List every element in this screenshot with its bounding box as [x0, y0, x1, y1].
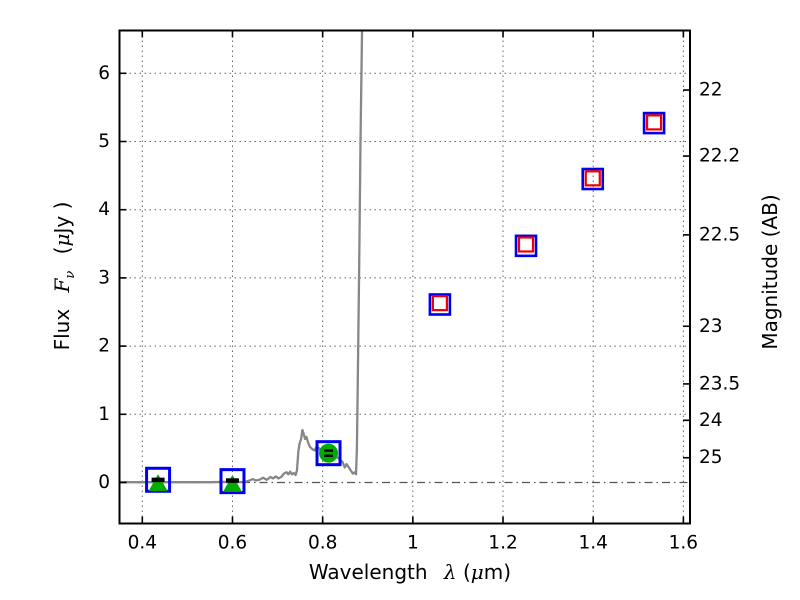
- plot-area: [119, 30, 690, 524]
- model-point-square: [517, 236, 535, 253]
- x-axis-label: Wavelength λ (μm): [150, 560, 670, 584]
- upper-limit-triangle: [222, 474, 242, 492]
- model-point-square: [431, 295, 448, 312]
- error-bar: [151, 477, 165, 483]
- y-tick-label-flux: 5: [98, 131, 110, 152]
- observed-point-square: [219, 468, 246, 495]
- flux-word: Flux: [50, 308, 74, 351]
- model-point-square: [584, 170, 601, 187]
- y-tick-label-flux: 6: [98, 63, 110, 84]
- observed-point-square: [642, 111, 666, 135]
- flux-mu-symbol: μ: [50, 233, 74, 247]
- x-axis-label-word: Wavelength: [308, 560, 428, 584]
- observed-point-square: [428, 293, 452, 316]
- flux-unit-open: (: [50, 246, 74, 255]
- observed-point-square: [145, 466, 172, 493]
- y-tick-label-magnitude: 23: [699, 316, 723, 337]
- upper-limit-triangle: [148, 474, 168, 492]
- x-tick-label: 1.4: [578, 533, 607, 554]
- y-tick-label-magnitude: 24: [699, 410, 723, 431]
- mu-symbol: μ: [470, 560, 484, 584]
- y-tick-label-magnitude: 23.5: [699, 373, 740, 394]
- x-tick-label: 1: [407, 533, 419, 554]
- y-tick-label-magnitude: 22: [699, 80, 723, 101]
- flux-symbol: F: [50, 278, 74, 293]
- x-tick-label: 0.4: [128, 533, 157, 554]
- model-point-square: [645, 114, 663, 131]
- x-tick-label: 1.6: [669, 533, 698, 554]
- lambda-symbol: λ: [443, 560, 457, 584]
- flux-unit-rest: Jy ): [50, 201, 74, 234]
- error-bar: [225, 478, 239, 483]
- x-tick-label: 0.8: [308, 533, 337, 554]
- y-axis-label-magnitude: Magnitude (AB): [758, 194, 782, 350]
- y-tick-label-flux: 3: [98, 267, 110, 288]
- y-tick-label-magnitude: 22.5: [699, 224, 740, 245]
- x-axis-unit-open: (: [462, 560, 471, 584]
- observed-point-square: [581, 167, 605, 191]
- y-tick-label-flux: 0: [98, 472, 110, 493]
- model-spectrum-line: [119, 30, 364, 484]
- error-bar-cap-top: [324, 449, 334, 452]
- y-tick-label-flux: 1: [98, 404, 110, 425]
- y-tick-label-flux: 2: [98, 336, 110, 357]
- x-tick-label: 0.6: [218, 533, 247, 554]
- axes-frame: [118, 29, 691, 525]
- detection-circle: [319, 443, 339, 463]
- x-tick-label: 1.2: [488, 533, 517, 554]
- observed-point-square: [315, 440, 342, 467]
- observed-point-square: [514, 234, 538, 258]
- y-tick-label-flux: 4: [98, 199, 110, 220]
- x-axis-unit-rest: m): [483, 560, 512, 584]
- y-axis-label-flux: Flux Fν (μJy ): [50, 202, 78, 351]
- nu-subscript: ν: [63, 270, 78, 279]
- y-tick-label-magnitude: 22.2: [699, 146, 740, 167]
- error-bar-cap-bottom: [324, 454, 334, 457]
- y-tick-label-magnitude: 25: [699, 447, 723, 468]
